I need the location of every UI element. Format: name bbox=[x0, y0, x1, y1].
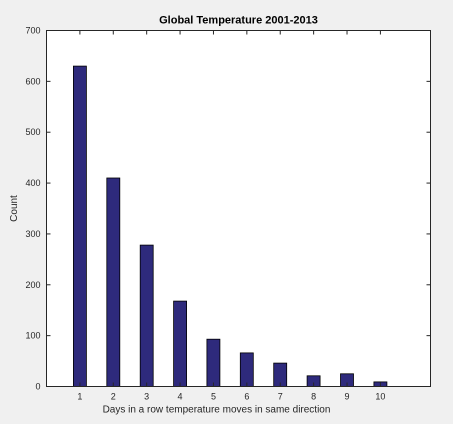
bar-4 bbox=[173, 300, 188, 387]
x-tick-label: 10 bbox=[375, 392, 385, 402]
bar-3 bbox=[139, 244, 154, 387]
x-axis-ticks: 1 2 3 4 5 6 7 8 9 10 bbox=[77, 30, 385, 402]
y-tick-label: 400 bbox=[25, 178, 40, 188]
y-tick-label: 700 bbox=[25, 26, 40, 36]
y-tick-label: 600 bbox=[25, 76, 40, 86]
bar-6 bbox=[239, 352, 254, 387]
x-tick-label: 6 bbox=[244, 392, 249, 402]
y-axis-label: Count bbox=[9, 195, 20, 222]
x-tick-label: 2 bbox=[111, 392, 116, 402]
y-tick-label: 500 bbox=[25, 127, 40, 137]
y-tick-label: 100 bbox=[25, 331, 40, 341]
x-tick-label: 4 bbox=[178, 392, 183, 402]
x-tick-label: 8 bbox=[311, 392, 316, 402]
x-tick-label: 9 bbox=[345, 392, 350, 402]
bars-group bbox=[73, 65, 388, 387]
plot-frame bbox=[46, 30, 431, 387]
x-tick-label: 3 bbox=[144, 392, 149, 402]
bar-2 bbox=[106, 177, 121, 387]
plot-area bbox=[46, 30, 431, 387]
bar-1 bbox=[73, 65, 87, 387]
y-tick-label: 300 bbox=[25, 229, 40, 239]
y-tick-label: 200 bbox=[25, 280, 40, 290]
chart-title: Global Temperature 2001-2013 bbox=[159, 15, 318, 27]
x-tick-label: 7 bbox=[278, 392, 283, 402]
y-tick-label: 0 bbox=[35, 382, 40, 392]
bar-5 bbox=[206, 338, 221, 387]
x-axis-label: Days in a row temperature moves in same … bbox=[103, 405, 331, 416]
x-tick-label: 1 bbox=[77, 392, 82, 402]
x-tick-label: 5 bbox=[211, 392, 216, 402]
